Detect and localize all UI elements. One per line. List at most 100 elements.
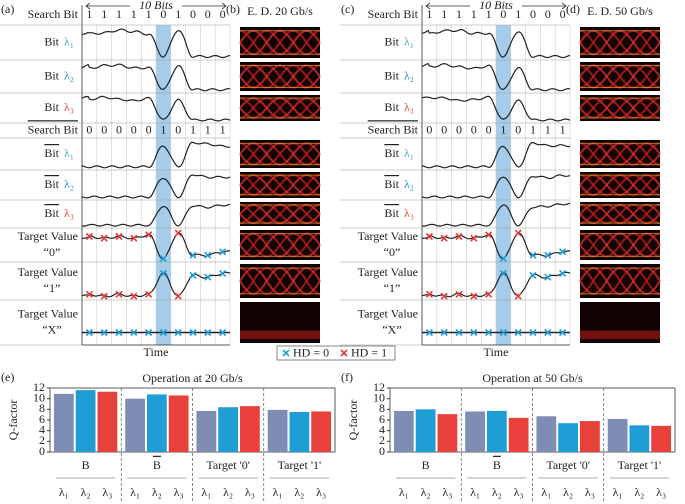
hd-marker bbox=[159, 269, 167, 277]
series-label: λ₃ bbox=[656, 485, 666, 499]
span-arrow bbox=[425, 2, 567, 10]
chart-title: Operation at 50 Gb/s bbox=[482, 371, 583, 385]
bar bbox=[168, 395, 189, 452]
row-label: Bit λ₁ bbox=[384, 34, 414, 48]
time-label: Time bbox=[144, 345, 169, 359]
series-label: λ₃ bbox=[585, 485, 595, 499]
hd-marker bbox=[425, 328, 433, 337]
series-label: λ₁ bbox=[613, 485, 623, 499]
hd-marker bbox=[189, 328, 197, 337]
bar bbox=[196, 410, 217, 452]
eye-noise bbox=[240, 330, 320, 339]
waveform bbox=[421, 62, 571, 92]
bit: 0 bbox=[515, 122, 521, 136]
row-label: Bit λ₃ bbox=[384, 100, 414, 114]
hd-marker bbox=[455, 290, 463, 298]
bar bbox=[53, 393, 74, 452]
series-label: λ₂ bbox=[223, 485, 233, 499]
series-label: λ₃ bbox=[316, 485, 326, 499]
eye-trace bbox=[579, 64, 661, 89]
bar bbox=[97, 391, 118, 452]
hd-marker bbox=[529, 328, 537, 337]
hd-marker bbox=[130, 292, 138, 300]
row-label: “1” bbox=[384, 281, 401, 295]
legend-marker bbox=[282, 349, 290, 357]
eye-trace bbox=[239, 174, 321, 196]
hd-marker bbox=[85, 290, 93, 298]
hd-marker bbox=[440, 234, 448, 242]
hd-marker bbox=[425, 232, 433, 241]
eye-trace bbox=[579, 203, 661, 225]
bit: 1 bbox=[175, 7, 181, 21]
row-label: Bit λ₃ bbox=[384, 206, 414, 220]
bar bbox=[393, 410, 414, 452]
hd-marker bbox=[115, 232, 123, 241]
row-label: Target Value bbox=[18, 229, 78, 243]
hd-marker bbox=[559, 248, 567, 256]
bit: 1 bbox=[116, 7, 122, 21]
hd-marker bbox=[130, 328, 138, 337]
bit: 1 bbox=[545, 122, 551, 136]
span-arrow bbox=[85, 2, 227, 10]
series-label: λ₁ bbox=[59, 485, 69, 499]
row-label-lambda: λ₃ bbox=[64, 206, 74, 220]
hd-marker bbox=[544, 251, 552, 259]
row-label-text: Bit bbox=[44, 177, 59, 191]
bit: 1 bbox=[500, 122, 506, 136]
bar bbox=[146, 394, 167, 452]
eye-trace bbox=[239, 29, 321, 56]
bar bbox=[486, 410, 507, 452]
bit: 0 bbox=[131, 122, 137, 136]
row-label-lambda: λ₂ bbox=[404, 68, 414, 82]
waveform bbox=[421, 202, 571, 227]
series-label: λ₂ bbox=[152, 485, 162, 499]
bar bbox=[437, 414, 458, 452]
y-tick-label: 12 bbox=[33, 380, 45, 394]
row-label-lambda: λ₁ bbox=[404, 146, 414, 160]
legend-label: HD = 0 bbox=[293, 345, 329, 359]
row-label: Bit λ₁ bbox=[384, 146, 414, 160]
category-label: B bbox=[493, 458, 501, 472]
series-label: λ₃ bbox=[514, 485, 524, 499]
hd-marker bbox=[204, 273, 212, 281]
bit: 0 bbox=[190, 7, 196, 21]
series-label: λ₁ bbox=[399, 485, 409, 499]
hd-marker bbox=[529, 271, 537, 279]
bit: 0 bbox=[175, 122, 181, 136]
row-label: Bit λ₂ bbox=[384, 68, 414, 82]
hd-marker bbox=[455, 232, 463, 241]
hd-marker bbox=[470, 292, 478, 300]
row-label-text: Bit bbox=[44, 206, 59, 220]
waveform bbox=[421, 174, 571, 199]
waveform bbox=[81, 63, 231, 92]
bit: 1 bbox=[146, 7, 152, 21]
hd-marker bbox=[204, 251, 212, 259]
waveform bbox=[82, 232, 231, 260]
row-label-text: Bit bbox=[384, 177, 399, 191]
bar bbox=[536, 416, 557, 452]
series-label: λ₃ bbox=[442, 485, 452, 499]
bit: 0 bbox=[441, 122, 447, 136]
y-tick-label: 4 bbox=[379, 422, 385, 436]
row-label-lambda: λ₂ bbox=[64, 177, 74, 191]
y-tick-label: 6 bbox=[39, 412, 45, 426]
row-label-text: Bit bbox=[384, 146, 399, 160]
bit: 1 bbox=[456, 7, 462, 21]
row-label: Bit λ₃ bbox=[44, 100, 74, 114]
hd-marker bbox=[145, 231, 153, 239]
series-label: λ₂ bbox=[634, 485, 644, 499]
row-label: “1” bbox=[44, 281, 61, 295]
hd-marker bbox=[174, 292, 182, 300]
bit: 0 bbox=[101, 122, 107, 136]
span-label: 10 Bits bbox=[479, 0, 513, 12]
bit: 0 bbox=[486, 122, 492, 136]
hd-marker bbox=[485, 328, 493, 337]
y-tick-label: 8 bbox=[39, 401, 45, 415]
eye-trace bbox=[579, 174, 661, 196]
y-tick-label: 6 bbox=[379, 412, 385, 426]
eye-trace bbox=[579, 232, 661, 258]
waveform bbox=[81, 28, 231, 59]
eye-title: E. D. 50 Gb/s bbox=[587, 4, 653, 18]
hd-marker bbox=[85, 232, 93, 241]
row-label: Search Bit bbox=[28, 7, 79, 21]
